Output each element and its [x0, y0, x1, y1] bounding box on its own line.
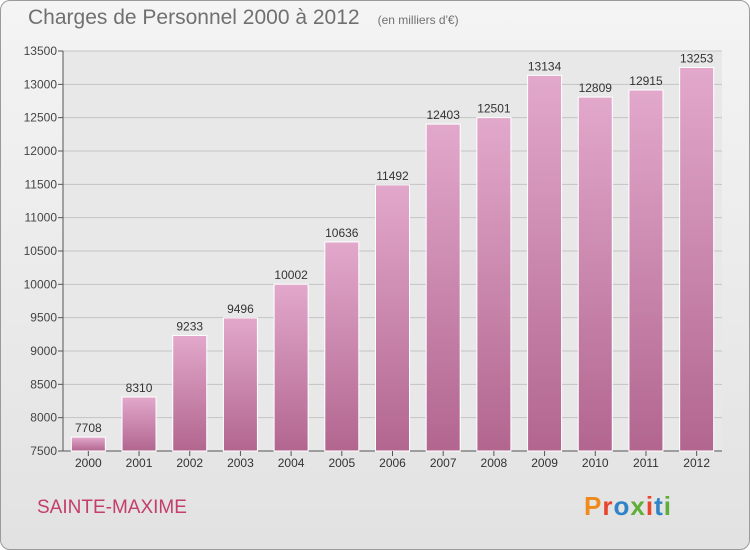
y-tick-label: 7500 [30, 444, 57, 458]
x-tick-label: 2010 [582, 456, 609, 470]
y-tick-label: 10000 [24, 277, 58, 291]
unit-text: (en milliers d'€) [377, 13, 459, 27]
y-tick-label: 9500 [30, 311, 57, 325]
bar [121, 396, 157, 452]
y-tick-label: 8000 [30, 411, 57, 425]
bar [375, 184, 410, 452]
data-label: 10002 [274, 268, 308, 282]
data-label: 11492 [376, 169, 409, 183]
y-tick-label: 12000 [24, 144, 58, 158]
proxiti-logo: Proxiti [584, 491, 672, 521]
data-label: 9233 [176, 319, 203, 333]
data-label: 13134 [528, 59, 562, 73]
x-tick-label: 2009 [531, 456, 558, 470]
x-tick-label: 2008 [481, 456, 508, 470]
y-tick-label: 9000 [30, 344, 57, 358]
city-name: SAINTE-MAXIME [37, 497, 187, 518]
x-tick-label: 2006 [379, 456, 406, 470]
bar [70, 436, 106, 452]
x-tick-label: 2011 [633, 456, 659, 470]
bar [679, 66, 715, 452]
data-label: 12403 [427, 108, 461, 122]
x-tick-label: 2003 [227, 456, 254, 470]
y-tick-label: 10500 [24, 244, 58, 258]
bar [577, 96, 613, 452]
title-text: Charges de Personnel 2000 à 2012 [28, 6, 360, 29]
chart-title: Charges de Personnel 2000 à 2012 (en mill… [28, 6, 459, 30]
y-tick-label: 11000 [25, 211, 58, 225]
x-tick-label: 2002 [176, 456, 203, 470]
y-tick-label: 12500 [24, 111, 58, 125]
x-tick-label: 2004 [278, 456, 305, 470]
y-tick-label: 8500 [30, 377, 57, 391]
data-label: 12809 [579, 81, 613, 95]
data-label: 7708 [75, 421, 102, 435]
x-tick-label: 2007 [430, 456, 457, 470]
bar [172, 334, 208, 452]
data-label: 10636 [325, 226, 359, 240]
bar [222, 317, 258, 452]
data-label: 12501 [477, 102, 511, 116]
x-tick-label: 2012 [683, 456, 710, 470]
data-label: 12915 [629, 74, 663, 88]
x-tick-label: 2001 [126, 456, 153, 470]
bar [425, 123, 461, 452]
bar [628, 89, 664, 452]
bar [324, 241, 360, 452]
bar [273, 283, 309, 452]
data-label: 8310 [126, 381, 153, 395]
bar [527, 74, 563, 452]
y-tick-label: 11500 [25, 177, 58, 191]
y-tick-label: 13000 [24, 77, 58, 91]
bar-chart: 7500 8000 8500 9000 9500 10000 10500 11000 11500… [24, 44, 722, 470]
x-tick-label: 2005 [328, 456, 355, 470]
y-tick-label: 13500 [24, 44, 58, 58]
data-label: 13253 [680, 51, 714, 65]
data-label: 9496 [227, 302, 254, 316]
x-tick-label: 2000 [75, 456, 102, 470]
bar [476, 117, 512, 452]
